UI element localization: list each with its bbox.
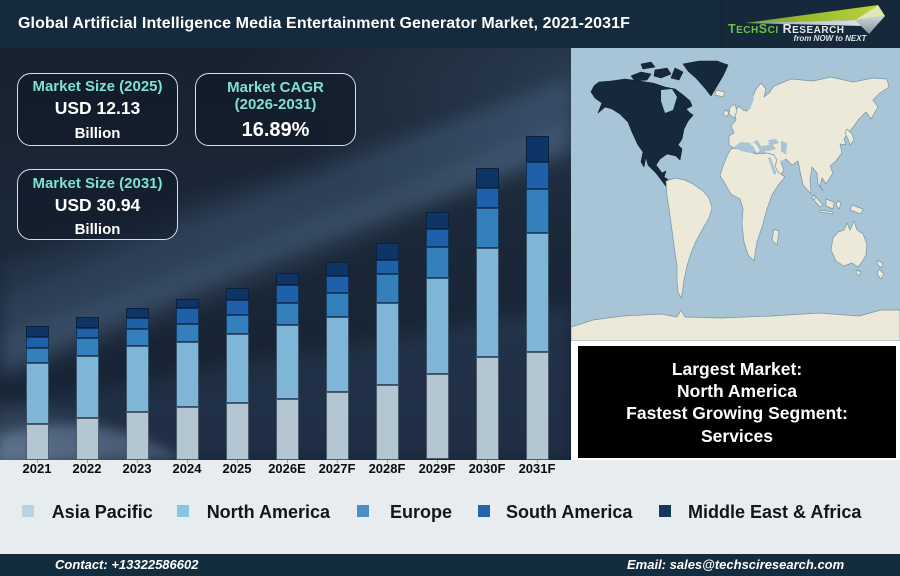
svg-text:TECHSCI RESEARCH: TECHSCI RESEARCH [728,22,845,36]
svg-text:from NOW to NEXT: from NOW to NEXT [794,34,868,43]
